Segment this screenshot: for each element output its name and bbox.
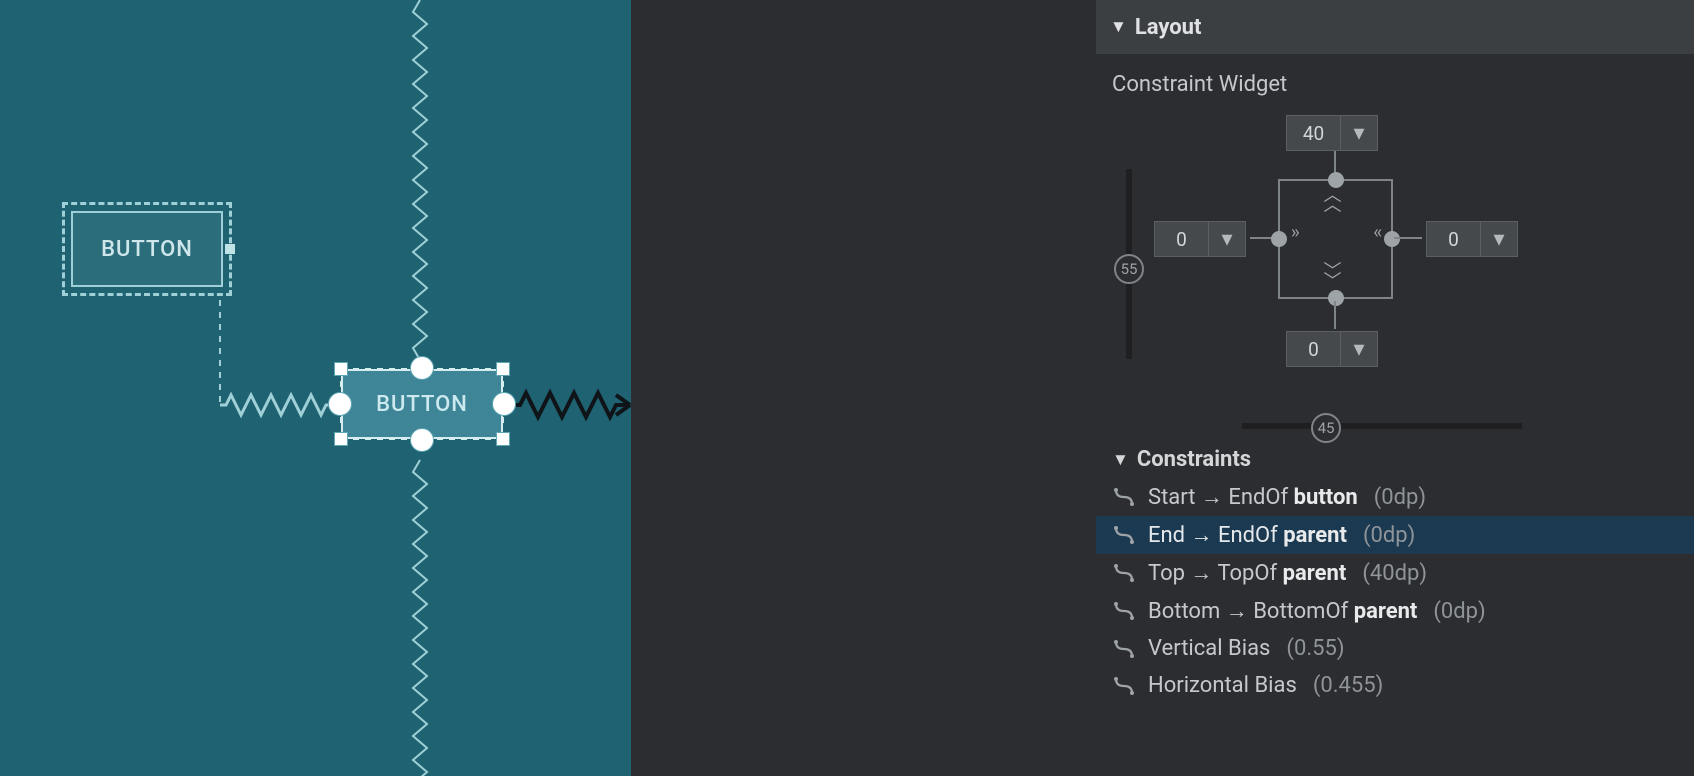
resize-handle-br[interactable]	[496, 432, 510, 446]
layout-section-header[interactable]: ▼ Layout	[1096, 0, 1694, 54]
vertical-bias-label: Vertical Bias	[1148, 636, 1270, 661]
constraint-row-start[interactable]: Start → EndOf button (0dp)	[1096, 478, 1694, 516]
cw-anchor-end[interactable]	[1384, 231, 1400, 247]
canvas-guides-svg	[0, 0, 631, 776]
horizontal-bias-row[interactable]: Horizontal Bias (0.455)	[1096, 667, 1694, 704]
horizontal-bias-label: Horizontal Bias	[1148, 673, 1297, 698]
margin-top-value: 40	[1287, 116, 1341, 150]
vertical-bias-thumb[interactable]: 55	[1114, 254, 1144, 284]
editor-empty-area	[631, 0, 1096, 776]
root: BUTTON BUTTON ▼ Layout	[0, 0, 1694, 776]
layout-section-title: Layout	[1135, 15, 1202, 40]
button-widget-1-inner: BUTTON	[71, 211, 223, 287]
constraints-list: Start → EndOf button(0dp)End → EndOf par…	[1096, 478, 1694, 630]
constraint-icon	[1112, 523, 1136, 547]
constraint-widget-title: Constraint Widget	[1096, 54, 1694, 97]
button-widget-2-selection[interactable]: BUTTON	[329, 357, 515, 451]
constraints-title: Constraints	[1137, 447, 1251, 472]
constraint-anchor-end[interactable]	[492, 392, 516, 416]
vertical-bias-value: 55	[1121, 260, 1138, 278]
horizontal-bias-thumb[interactable]: 45	[1311, 413, 1341, 443]
constraint-row-end[interactable]: End → EndOf parent (0dp)	[1096, 516, 1694, 554]
constraint-value: (0dp)	[1433, 599, 1485, 624]
constraint-value: (0dp)	[1363, 523, 1415, 548]
constraint-label: Start → EndOf button	[1148, 484, 1358, 510]
constraint-label: End → EndOf parent	[1148, 522, 1347, 548]
margin-bottom-value: 0	[1287, 332, 1341, 366]
resize-handle-tr[interactable]	[496, 362, 510, 376]
constraint-row-top[interactable]: Top → TopOf parent (40dp)	[1096, 554, 1694, 592]
constraint-icon	[1112, 561, 1136, 585]
constraint-widget-box[interactable]: ︿︿ ﹀﹀ ›› ‹‹	[1278, 179, 1393, 299]
margin-end-value: 0	[1427, 222, 1481, 256]
constraint-widget: 55 40 ▾ 0 ▾ ︿︿ ﹀﹀ ›› ‹‹	[1096, 109, 1694, 429]
margin-end-dropdown-icon[interactable]: ▾	[1481, 222, 1517, 256]
constraint-row-bottom[interactable]: Bottom → BottomOf parent (0dp)	[1096, 592, 1694, 630]
cw-link-bottom	[1334, 301, 1336, 329]
margin-top-box[interactable]: 40 ▾	[1286, 115, 1378, 151]
cw-link-right	[1394, 237, 1422, 239]
margin-bottom-dropdown-icon[interactable]: ▾	[1341, 332, 1377, 366]
cw-anchor-start[interactable]	[1271, 231, 1287, 247]
layout-editor-canvas[interactable]: BUTTON BUTTON	[0, 0, 631, 776]
button-widget-2-label: BUTTON	[376, 392, 468, 417]
constraint-anchor-bottom[interactable]	[410, 428, 434, 452]
constraint-icon	[1112, 674, 1136, 698]
constraint-icon	[1112, 599, 1136, 623]
margin-end-box[interactable]: 0 ▾	[1426, 221, 1518, 257]
collapse-icon: ▼	[1112, 450, 1129, 470]
cw-size-mode-vertical-bottom: ﹀﹀	[1324, 267, 1340, 287]
vertical-bias-row-value: (0.55)	[1286, 636, 1344, 661]
constraint-value: (40dp)	[1362, 561, 1427, 586]
cw-size-mode-vertical-top: ︿︿	[1324, 191, 1340, 211]
cw-size-mode-horizontal-end: ‹‹	[1373, 228, 1380, 238]
constraint-label: Top → TopOf parent	[1148, 560, 1346, 586]
button-widget-1-label: BUTTON	[101, 237, 193, 262]
button-widget-1[interactable]: BUTTON	[62, 202, 232, 296]
constraint-icon	[1112, 637, 1136, 661]
constraints-subheader[interactable]: ▼ Constraints	[1096, 429, 1694, 478]
margin-start-dropdown-icon[interactable]: ▾	[1209, 222, 1245, 256]
button-widget-1-end-anchor[interactable]	[225, 244, 235, 254]
constraint-value: (0dp)	[1374, 485, 1426, 510]
constraint-anchor-start[interactable]	[328, 392, 352, 416]
horizontal-bias-value: 45	[1318, 419, 1335, 437]
constraint-anchor-top[interactable]	[410, 356, 434, 380]
vertical-bias-row[interactable]: Vertical Bias (0.55)	[1096, 630, 1694, 667]
margin-start-value: 0	[1155, 222, 1209, 256]
margin-start-box[interactable]: 0 ▾	[1154, 221, 1246, 257]
resize-handle-tl[interactable]	[334, 362, 348, 376]
cw-size-mode-horizontal-start: ››	[1291, 228, 1298, 238]
horizontal-bias-row-value: (0.455)	[1313, 673, 1383, 698]
resize-handle-bl[interactable]	[334, 432, 348, 446]
collapse-icon: ▼	[1110, 17, 1127, 37]
constraint-icon	[1112, 485, 1136, 509]
constraint-label: Bottom → BottomOf parent	[1148, 598, 1417, 624]
margin-top-dropdown-icon[interactable]: ▾	[1341, 116, 1377, 150]
margin-bottom-box[interactable]: 0 ▾	[1286, 331, 1378, 367]
horizontal-bias-track[interactable]	[1242, 423, 1522, 429]
attributes-panel: ▼ Layout Constraint Widget 55 40 ▾ 0 ▾	[1096, 0, 1694, 776]
